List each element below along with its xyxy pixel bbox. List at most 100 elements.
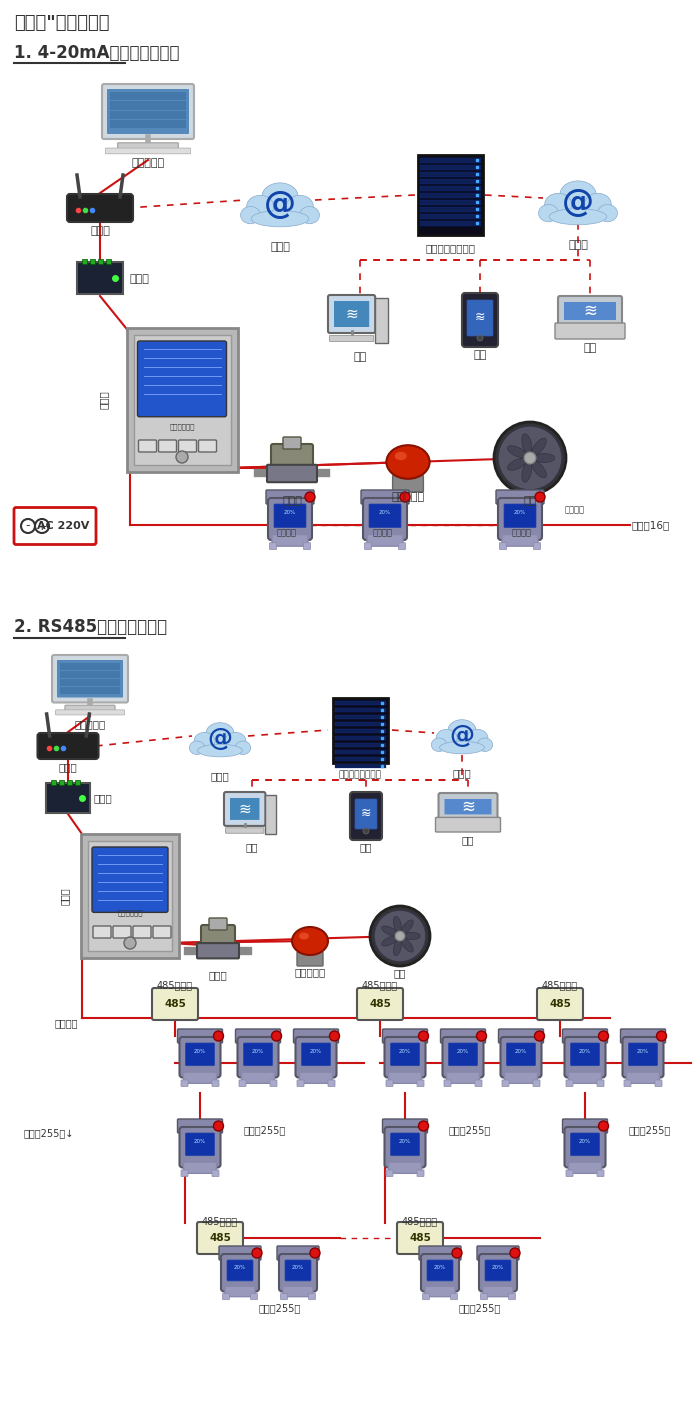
FancyBboxPatch shape bbox=[178, 1029, 223, 1043]
FancyBboxPatch shape bbox=[502, 535, 538, 546]
Text: 20%: 20% bbox=[399, 1050, 411, 1054]
FancyBboxPatch shape bbox=[153, 926, 171, 938]
Text: 20%: 20% bbox=[284, 511, 296, 515]
FancyBboxPatch shape bbox=[570, 1043, 599, 1065]
Circle shape bbox=[374, 910, 426, 962]
Bar bbox=[82, 259, 87, 265]
Bar bbox=[335, 757, 386, 761]
FancyBboxPatch shape bbox=[369, 504, 401, 528]
Text: 可连接16个: 可连接16个 bbox=[632, 521, 671, 530]
Bar bbox=[335, 729, 386, 733]
FancyBboxPatch shape bbox=[597, 1171, 604, 1176]
Text: @: @ bbox=[207, 727, 232, 751]
Text: 20%: 20% bbox=[492, 1265, 504, 1271]
FancyBboxPatch shape bbox=[297, 953, 323, 967]
Text: 485中继器: 485中继器 bbox=[157, 981, 193, 991]
Text: 485: 485 bbox=[409, 1233, 431, 1242]
Ellipse shape bbox=[560, 182, 596, 208]
Ellipse shape bbox=[241, 207, 260, 224]
FancyBboxPatch shape bbox=[46, 784, 90, 813]
Bar bbox=[335, 722, 386, 726]
FancyBboxPatch shape bbox=[440, 1029, 486, 1043]
Text: 20%: 20% bbox=[515, 1050, 527, 1054]
FancyBboxPatch shape bbox=[302, 1043, 330, 1065]
FancyBboxPatch shape bbox=[57, 660, 123, 698]
Text: 路由器: 路由器 bbox=[90, 227, 110, 236]
Ellipse shape bbox=[401, 938, 413, 953]
FancyBboxPatch shape bbox=[113, 926, 131, 938]
Text: 20%: 20% bbox=[637, 1050, 649, 1054]
Text: 电磁阀: 电磁阀 bbox=[209, 969, 228, 981]
Ellipse shape bbox=[550, 208, 607, 225]
Text: 可连接255台: 可连接255台 bbox=[629, 1126, 671, 1135]
Text: 单机版电脑: 单机版电脑 bbox=[74, 719, 106, 729]
Bar bbox=[75, 779, 80, 785]
FancyBboxPatch shape bbox=[421, 1254, 459, 1292]
FancyBboxPatch shape bbox=[223, 1293, 230, 1300]
Text: 通讯线: 通讯线 bbox=[99, 391, 109, 409]
Ellipse shape bbox=[246, 196, 274, 218]
FancyBboxPatch shape bbox=[389, 1072, 421, 1083]
Text: 20%: 20% bbox=[194, 1140, 206, 1144]
FancyBboxPatch shape bbox=[127, 328, 237, 471]
Ellipse shape bbox=[286, 196, 314, 218]
FancyBboxPatch shape bbox=[178, 440, 197, 452]
FancyBboxPatch shape bbox=[283, 1286, 313, 1297]
Text: 互联网: 互联网 bbox=[211, 771, 230, 781]
Text: 风机: 风机 bbox=[524, 497, 537, 507]
Bar bbox=[60, 663, 120, 670]
FancyBboxPatch shape bbox=[181, 1171, 188, 1176]
FancyBboxPatch shape bbox=[622, 1037, 664, 1078]
Text: 485中继器: 485中继器 bbox=[542, 981, 578, 991]
FancyBboxPatch shape bbox=[467, 300, 493, 336]
FancyBboxPatch shape bbox=[555, 324, 625, 339]
FancyBboxPatch shape bbox=[14, 508, 96, 545]
Text: 信号输出: 信号输出 bbox=[565, 505, 585, 515]
Ellipse shape bbox=[262, 183, 298, 210]
Ellipse shape bbox=[194, 733, 215, 750]
Ellipse shape bbox=[382, 926, 397, 936]
FancyBboxPatch shape bbox=[355, 799, 377, 829]
FancyBboxPatch shape bbox=[361, 490, 409, 504]
Circle shape bbox=[419, 1121, 428, 1131]
Ellipse shape bbox=[508, 446, 526, 457]
Text: 电脑: 电脑 bbox=[246, 841, 258, 853]
FancyBboxPatch shape bbox=[178, 1119, 223, 1133]
Bar bbox=[90, 259, 95, 265]
Text: 互联网: 互联网 bbox=[568, 241, 588, 250]
FancyBboxPatch shape bbox=[277, 1247, 319, 1261]
FancyBboxPatch shape bbox=[597, 1081, 604, 1086]
FancyBboxPatch shape bbox=[505, 1072, 538, 1083]
Bar bbox=[110, 111, 186, 120]
FancyBboxPatch shape bbox=[479, 1254, 517, 1292]
Text: ≋: ≋ bbox=[345, 307, 358, 322]
FancyBboxPatch shape bbox=[221, 1254, 259, 1292]
FancyBboxPatch shape bbox=[272, 535, 308, 546]
Ellipse shape bbox=[393, 916, 401, 933]
FancyBboxPatch shape bbox=[88, 841, 172, 951]
Ellipse shape bbox=[436, 729, 457, 747]
Ellipse shape bbox=[189, 741, 204, 754]
Ellipse shape bbox=[401, 920, 413, 934]
Text: 信号输出: 信号输出 bbox=[277, 529, 297, 537]
Circle shape bbox=[598, 1031, 608, 1041]
FancyBboxPatch shape bbox=[568, 1072, 601, 1083]
FancyBboxPatch shape bbox=[293, 1029, 339, 1043]
FancyBboxPatch shape bbox=[281, 1293, 288, 1300]
Text: 信号输出: 信号输出 bbox=[55, 1019, 78, 1029]
Text: 可连接255台↓: 可连接255台↓ bbox=[24, 1128, 74, 1138]
FancyBboxPatch shape bbox=[38, 733, 99, 758]
Text: 转换器: 转换器 bbox=[93, 794, 112, 803]
FancyBboxPatch shape bbox=[239, 1081, 246, 1086]
FancyBboxPatch shape bbox=[449, 1043, 477, 1065]
FancyBboxPatch shape bbox=[423, 1293, 430, 1300]
FancyBboxPatch shape bbox=[357, 988, 403, 1020]
FancyBboxPatch shape bbox=[309, 1293, 316, 1300]
Ellipse shape bbox=[299, 933, 309, 940]
FancyBboxPatch shape bbox=[197, 943, 239, 958]
Ellipse shape bbox=[522, 461, 532, 483]
Ellipse shape bbox=[206, 723, 234, 744]
Ellipse shape bbox=[598, 204, 617, 222]
FancyBboxPatch shape bbox=[447, 1072, 480, 1083]
Ellipse shape bbox=[440, 741, 484, 754]
